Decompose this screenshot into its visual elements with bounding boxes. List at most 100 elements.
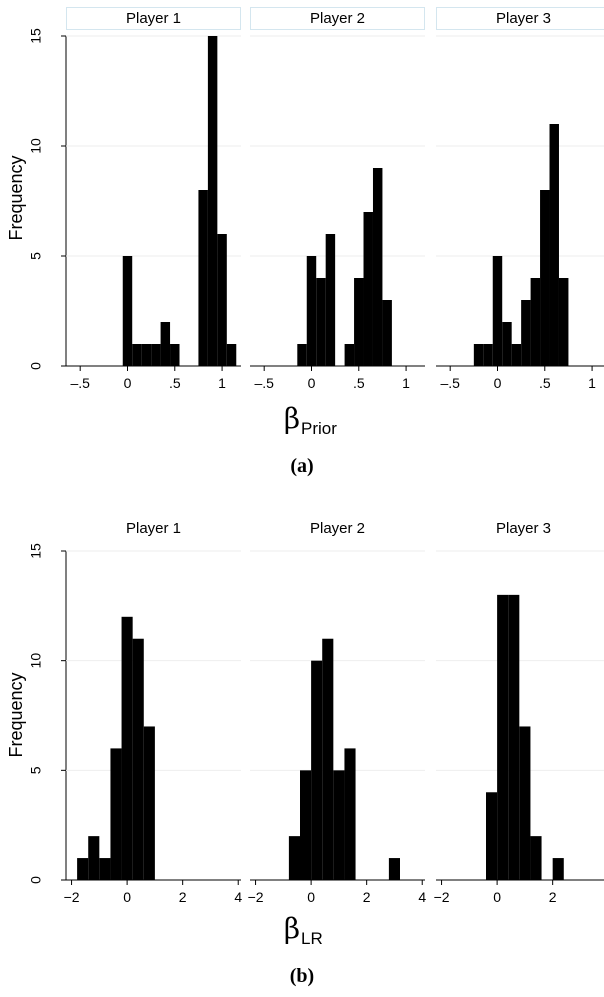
histogram-bar <box>521 300 531 366</box>
histogram-bar <box>121 616 133 880</box>
histogram-bar <box>473 344 484 366</box>
facet-title: Player 3 <box>496 10 551 27</box>
x-tick-label: −2 <box>64 889 80 905</box>
x-axis-title-symbol: β <box>284 912 300 945</box>
x-tick-label: .5 <box>353 375 365 391</box>
x-axis-title-subscript: LR <box>301 929 323 948</box>
histogram-bar <box>552 858 564 880</box>
facet-strip-box <box>250 7 425 30</box>
y-tick-label: 15 <box>28 28 44 44</box>
histogram-bar <box>325 234 336 366</box>
histogram-bar <box>363 212 373 366</box>
x-tick-label: 0 <box>124 375 132 391</box>
histogram-bar <box>288 836 300 880</box>
histogram-bar <box>497 594 509 880</box>
x-tick-label: 2 <box>179 889 187 905</box>
histogram-bar <box>486 792 498 880</box>
y-tick-label: 10 <box>28 653 44 669</box>
histogram-bar <box>151 344 161 366</box>
y-tick-label: 15 <box>28 543 44 559</box>
histogram-bar <box>530 278 541 366</box>
histogram-bar <box>344 748 356 880</box>
histogram-bar <box>306 256 317 366</box>
x-tick-label: 0 <box>307 889 315 905</box>
histogram-bar <box>226 344 237 366</box>
panel-b-chart: 0 5 10 15 Frequency Player 1 −2 0 2 4 Player 2 −2 0 2… <box>6 520 604 948</box>
histogram-bar <box>502 322 512 366</box>
panel-b-tag: (b) <box>289 965 315 987</box>
x-tick-label: 2 <box>363 889 371 905</box>
x-tick-label: 1 <box>402 375 410 391</box>
y-tick-label: 0 <box>28 362 44 370</box>
histogram-bar <box>207 36 218 366</box>
histogram-bar <box>122 256 133 366</box>
facet-title: Player 2 <box>310 520 365 537</box>
facet-title: Player 2 <box>310 10 365 27</box>
x-tick-label: 2 <box>549 889 557 905</box>
histogram-bar <box>143 726 155 880</box>
histogram-bar <box>297 344 307 366</box>
panel-a-tag: (a) <box>290 455 314 477</box>
histogram-bar <box>132 638 144 880</box>
facet-2: Player 2 –.5 0 .5 1 <box>250 7 425 391</box>
histogram-bar <box>77 858 89 880</box>
histogram-bar <box>549 124 559 366</box>
facet-strip-box <box>436 7 604 30</box>
y-tick-label: 5 <box>28 252 44 260</box>
histogram-bar <box>300 770 312 880</box>
x-axis-title-symbol: β <box>284 402 300 435</box>
histogram-bar <box>322 638 334 880</box>
facet-1: Player 1 −2 0 2 4 <box>64 520 243 905</box>
x-tick-label: −2 <box>434 889 450 905</box>
histogram-bar <box>316 278 326 366</box>
x-tick-label: −2 <box>248 889 264 905</box>
x-tick-label: 0 <box>308 375 316 391</box>
facet-2: Player 2 −2 0 2 4 <box>248 520 427 905</box>
histogram-bar <box>511 344 522 366</box>
histogram-bar <box>88 836 100 880</box>
histogram-bar <box>141 344 152 366</box>
histogram-bar <box>311 660 323 880</box>
y-tick-label: 0 <box>28 876 44 884</box>
histogram-bar <box>99 858 111 880</box>
histogram-bar <box>382 300 392 366</box>
x-tick-label: 4 <box>234 889 242 905</box>
histogram-bar <box>519 726 531 880</box>
x-tick-label: 0 <box>493 889 501 905</box>
histogram-bar <box>540 190 550 366</box>
x-tick-label: 0 <box>494 375 502 391</box>
histogram-bar <box>492 256 503 366</box>
histogram-bar <box>344 344 355 366</box>
histogram-bar <box>354 278 364 366</box>
histogram-bar <box>372 168 383 366</box>
facet-title: Player 3 <box>496 520 551 537</box>
x-tick-label: 0 <box>123 889 131 905</box>
y-tick-label: 5 <box>28 766 44 774</box>
x-axis-title-subscript: Prior <box>301 419 337 438</box>
y-axis-title: Frequency <box>6 672 26 757</box>
histogram-bar <box>508 594 520 880</box>
x-tick-label: 1 <box>588 375 596 391</box>
x-tick-label: .5 <box>539 375 551 391</box>
histogram-bar <box>530 836 542 880</box>
histogram-bar <box>160 322 171 366</box>
histogram-bar <box>558 278 569 366</box>
y-axis-title: Frequency <box>6 155 26 240</box>
x-tick-label: –.5 <box>70 375 90 391</box>
facet-strip-box <box>66 7 241 30</box>
y-tick-label: 10 <box>28 138 44 154</box>
x-tick-label: –.5 <box>254 375 274 391</box>
histogram-bar <box>483 344 493 366</box>
histogram-bar <box>110 748 122 880</box>
x-tick-label: 1 <box>218 375 226 391</box>
histogram-bar <box>388 858 400 880</box>
facet-title: Player 1 <box>126 520 181 537</box>
facet-1: Player 1 –.5 0 .5 1 <box>66 7 241 391</box>
facet-3: Player 3 –.5 0 .5 1 <box>436 7 604 391</box>
x-tick-label: 4 <box>418 889 426 905</box>
histogram-bar <box>170 344 180 366</box>
x-tick-label: .5 <box>169 375 181 391</box>
